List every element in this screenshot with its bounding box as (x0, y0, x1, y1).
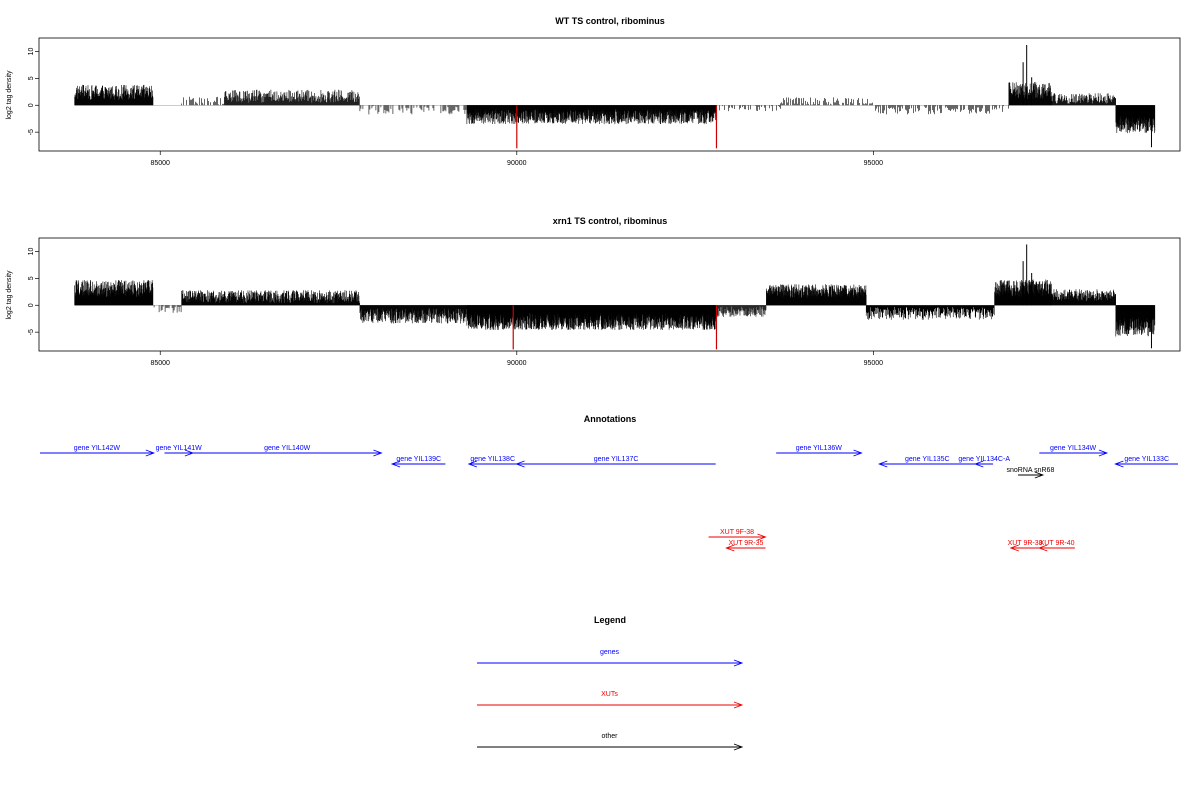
y-tick-label-xrn1: -5 (28, 329, 35, 335)
y-tick-label-wt: -5 (28, 129, 35, 135)
track-title-wt: WT TS control, ribominus (555, 16, 665, 26)
signal-bars-xrn1 (74, 244, 1156, 350)
y-axis-label-wt: log2 tag density (6, 70, 13, 120)
signal-bars-wt (74, 44, 1156, 149)
plot-frame-xrn1 (38, 237, 1181, 352)
track-panel-xrn1: xrn1 TS control, ribominus log2 tag dens… (6, 216, 1181, 367)
x-tick-label-xrn1: 90000 (507, 360, 527, 367)
x-tick-label-xrn1: 85000 (150, 360, 170, 367)
y-tick-label-xrn1: 5 (28, 276, 35, 280)
axis-ticks-xrn1: -5 0 5 10 85000 90000 95000 (28, 247, 883, 367)
y-tick-label-wt: 5 (28, 76, 35, 80)
y-tick-label-xrn1: 10 (28, 247, 35, 255)
x-tick-label-xrn1: 95000 (864, 360, 884, 367)
x-tick-label-wt: 95000 (864, 160, 884, 167)
track-panel-wt: WT TS control, ribominus log2 tag densit… (6, 16, 1181, 167)
y-tick-label-wt: 10 (28, 47, 35, 55)
x-tick-label-wt: 90000 (507, 160, 527, 167)
axis-ticks-wt: -5 0 5 10 85000 90000 95000 (28, 47, 883, 167)
y-axis-label-xrn1: log2 tag density (6, 270, 13, 320)
plot-frame-wt (38, 37, 1181, 152)
x-tick-label-wt: 85000 (150, 160, 170, 167)
y-tick-label-wt: 0 (28, 103, 35, 107)
y-tick-label-xrn1: 0 (28, 303, 35, 307)
track-title-xrn1: xrn1 TS control, ribominus (553, 216, 668, 226)
